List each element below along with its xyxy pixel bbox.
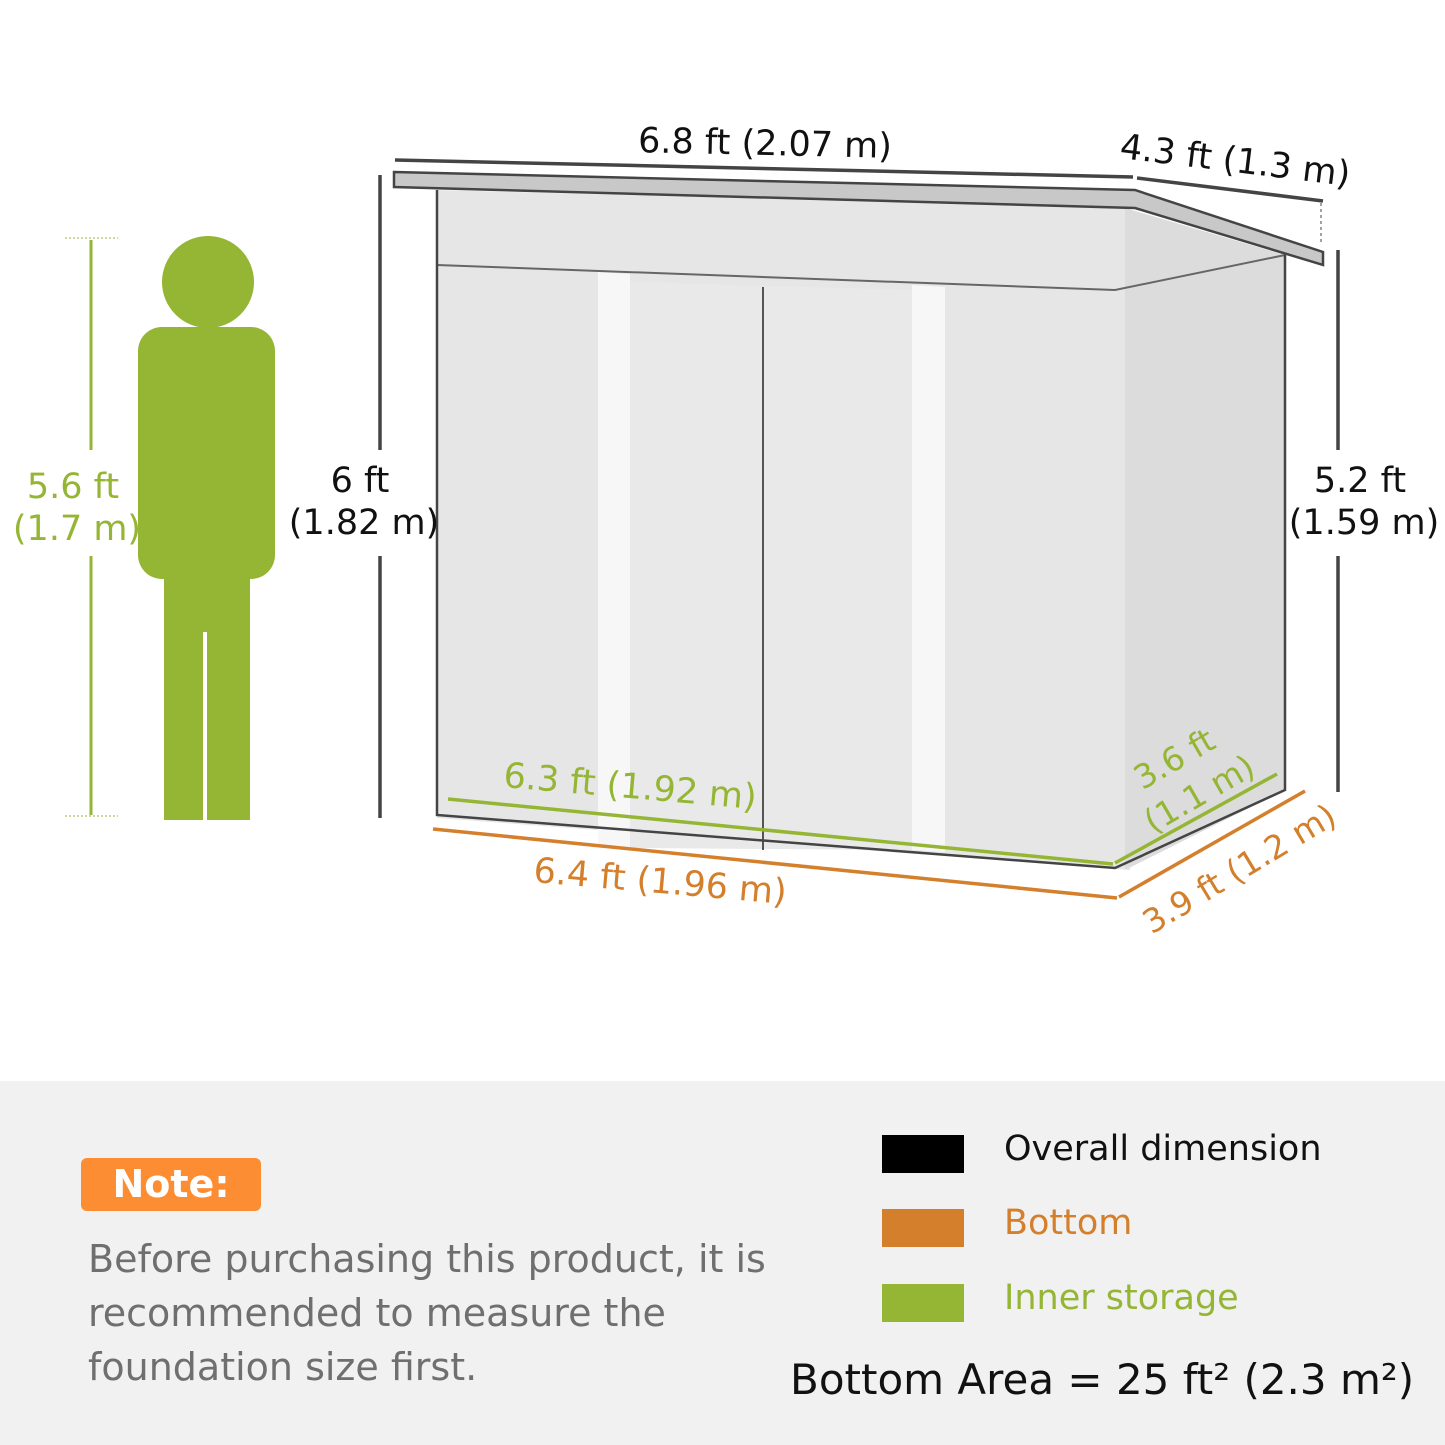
legend-label-overall: Overall dimension <box>1004 1129 1322 1169</box>
legend-swatch-inner <box>882 1284 964 1322</box>
shed-dimension-diagram: 5.6 ft (1.7 m) 6.8 ft (2.07 m) 4.3 ft (1… <box>13 121 1439 942</box>
note-badge: Note: <box>81 1158 261 1211</box>
shed <box>392 170 1325 870</box>
overall-width-label: 6.8 ft (2.07 m) <box>638 121 893 167</box>
back-height-m: (1.59 m) <box>1289 503 1439 543</box>
note-text: Before purchasing this product, it is re… <box>88 1237 766 1389</box>
person-silhouette <box>138 236 275 820</box>
legend-label-bottom: Bottom <box>1004 1203 1133 1243</box>
back-height-ft: 5.2 ft <box>1314 461 1406 501</box>
legend-label-inner: Inner storage <box>1004 1278 1239 1318</box>
person-height-ft: 5.6 ft <box>27 467 119 507</box>
bottom-area: Bottom Area = 25 ft² (2.3 m²) <box>790 1355 1415 1404</box>
legend-swatch-bottom <box>882 1209 964 1247</box>
inner-storage-lines <box>447 772 1278 866</box>
person-height-line <box>65 237 118 817</box>
overall-depth-label: 4.3 ft (1.3 m) <box>1118 127 1353 195</box>
person-height-m: (1.7 m) <box>13 509 141 549</box>
bottom-dimension-lines <box>432 789 1306 900</box>
info-panel <box>0 1081 1445 1445</box>
legend-swatch-overall <box>882 1135 964 1173</box>
front-height-m: (1.82 m) <box>289 503 439 543</box>
front-height-ft: 6 ft <box>331 461 390 501</box>
overall-dimension-lines <box>378 158 1340 818</box>
